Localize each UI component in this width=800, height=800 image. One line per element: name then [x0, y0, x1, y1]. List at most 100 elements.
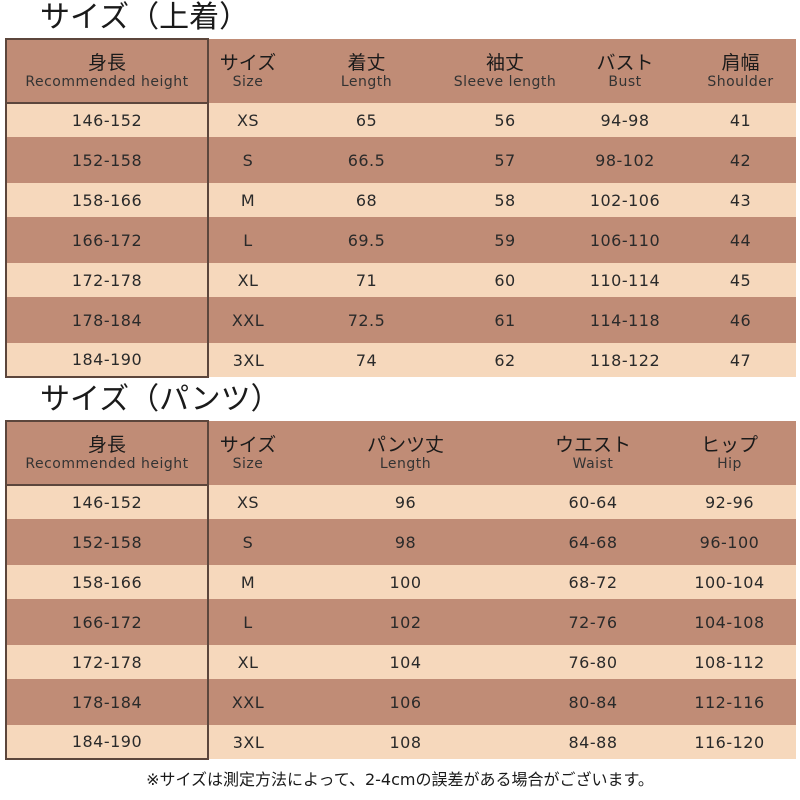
- tops-header-row: 身長 Recommended height サイズ Size 着丈 Length…: [5, 38, 796, 104]
- shoulder-cell: 45: [729, 270, 752, 290]
- table-row: 152-158 S 66.5 57 98-102 42: [5, 137, 796, 183]
- table-row: 158-166 M 68 58 102-106 43: [5, 183, 796, 217]
- size-cell: XS: [236, 110, 260, 130]
- table-row: 166-172 L 69.5 59 106-110 44: [5, 217, 796, 263]
- bust-cell: 114-118: [589, 310, 661, 330]
- table-row: 152-158 S 98 64-68 96-100: [5, 519, 796, 565]
- length-cell: 69.5: [347, 230, 386, 250]
- table-row: 184-190 3XL 108 84-88 116-120: [5, 725, 796, 760]
- header-en: Length: [340, 73, 393, 90]
- hip-cell: 116-120: [694, 732, 765, 752]
- sleeve-cell: 61: [494, 310, 516, 330]
- table-row: 146-152 XS 96 60-64 92-96: [5, 485, 796, 519]
- header-en: Size: [232, 73, 264, 90]
- pants-header-height: 身長 Recommended height: [5, 420, 209, 486]
- header-jp: バスト: [596, 51, 654, 74]
- bust-cell: 94-98: [600, 110, 650, 130]
- height-cell: 146-152: [5, 485, 209, 519]
- tops-size-table: 身長 Recommended height サイズ Size 着丈 Length…: [5, 38, 797, 378]
- size-cell: M: [240, 190, 256, 210]
- height-cell: 172-178: [5, 645, 209, 679]
- header-jp: 身長: [87, 51, 126, 74]
- tops-header-height: 身長 Recommended height: [5, 38, 209, 104]
- table-row: 172-178 XL 71 60 110-114 45: [5, 263, 796, 297]
- pants-header-waist: ウエスト Waist: [523, 421, 663, 485]
- header-jp: ウエスト: [554, 433, 631, 456]
- height-cell: 184-190: [5, 725, 209, 760]
- table-row: 178-184 XXL 106 80-84 112-116: [5, 679, 796, 725]
- header-jp: 着丈: [347, 51, 386, 74]
- header-en: Shoulder: [707, 73, 774, 90]
- size-cell: XXL: [231, 310, 265, 330]
- waist-cell: 72-76: [568, 612, 618, 632]
- header-jp: サイズ: [219, 433, 277, 456]
- tops-header-shoulder: 肩幅 Shoulder: [685, 39, 796, 103]
- header-jp: 肩幅: [721, 51, 760, 74]
- bust-cell: 118-122: [589, 350, 661, 370]
- tops-header-sleeve: 袖丈 Sleeve length: [445, 39, 565, 103]
- length-cell: 100: [389, 572, 422, 592]
- shoulder-cell: 47: [729, 350, 752, 370]
- height-cell: 166-172: [5, 599, 209, 645]
- size-cell: M: [240, 572, 256, 592]
- measurement-footnote: ※サイズは測定方法によって、2-4cmの誤差がある場合がございます。: [146, 770, 654, 789]
- size-cell: L: [243, 612, 253, 632]
- height-cell: 166-172: [5, 217, 209, 263]
- sleeve-cell: 59: [494, 230, 516, 250]
- hip-cell: 104-108: [694, 612, 765, 632]
- height-cell: 152-158: [5, 137, 209, 183]
- height-cell: 184-190: [5, 343, 209, 378]
- header-en: Length: [379, 455, 432, 472]
- size-cell: 3XL: [232, 732, 265, 752]
- waist-cell: 60-64: [568, 492, 618, 512]
- hip-cell: 112-116: [694, 692, 765, 712]
- table-row: 172-178 XL 104 76-80 108-112: [5, 645, 796, 679]
- waist-cell: 84-88: [568, 732, 618, 752]
- shoulder-cell: 44: [729, 230, 752, 250]
- length-cell: 71: [355, 270, 378, 290]
- height-cell: 158-166: [5, 183, 209, 217]
- length-cell: 106: [389, 692, 422, 712]
- header-en: Recommended height: [25, 455, 189, 472]
- shoulder-cell: 46: [729, 310, 752, 330]
- length-cell: 68: [355, 190, 378, 210]
- height-cell: 152-158: [5, 519, 209, 565]
- header-jp: ヒップ: [700, 433, 758, 456]
- height-cell: 172-178: [5, 263, 209, 297]
- tops-header-length: 着丈 Length: [288, 39, 445, 103]
- pants-size-title: サイズ（パンツ）: [40, 382, 281, 417]
- bust-cell: 102-106: [589, 190, 661, 210]
- sleeve-cell: 56: [494, 110, 516, 130]
- pants-header-length: パンツ丈 Length: [288, 421, 523, 485]
- size-cell: S: [242, 150, 254, 170]
- table-row: 146-152 XS 65 56 94-98 41: [5, 103, 796, 137]
- table-row: 158-166 M 100 68-72 100-104: [5, 565, 796, 599]
- waist-cell: 80-84: [568, 692, 618, 712]
- bust-cell: 110-114: [589, 270, 661, 290]
- pants-header-hip: ヒップ Hip: [663, 421, 796, 485]
- bust-cell: 106-110: [589, 230, 661, 250]
- length-cell: 65: [355, 110, 378, 130]
- waist-cell: 68-72: [568, 572, 618, 592]
- header-en: Hip: [717, 455, 742, 472]
- length-cell: 108: [389, 732, 422, 752]
- header-jp: 身長: [87, 433, 126, 456]
- height-cell: 178-184: [5, 679, 209, 725]
- size-cell: L: [243, 230, 253, 250]
- sleeve-cell: 58: [494, 190, 516, 210]
- table-row: 166-172 L 102 72-76 104-108: [5, 599, 796, 645]
- length-cell: 72.5: [347, 310, 386, 330]
- length-cell: 98: [394, 532, 417, 552]
- size-cell: XL: [237, 652, 259, 672]
- tops-header-bust: バスト Bust: [565, 39, 685, 103]
- pants-size-table: 身長 Recommended height サイズ Size パンツ丈 Leng…: [5, 420, 797, 760]
- height-cell: 158-166: [5, 565, 209, 599]
- length-cell: 96: [394, 492, 417, 512]
- header-en: Size: [232, 455, 264, 472]
- size-cell: XXL: [231, 692, 265, 712]
- size-cell: S: [242, 532, 254, 552]
- header-en: Recommended height: [25, 73, 189, 90]
- header-jp: 袖丈: [485, 51, 524, 74]
- waist-cell: 76-80: [568, 652, 618, 672]
- length-cell: 66.5: [347, 150, 386, 170]
